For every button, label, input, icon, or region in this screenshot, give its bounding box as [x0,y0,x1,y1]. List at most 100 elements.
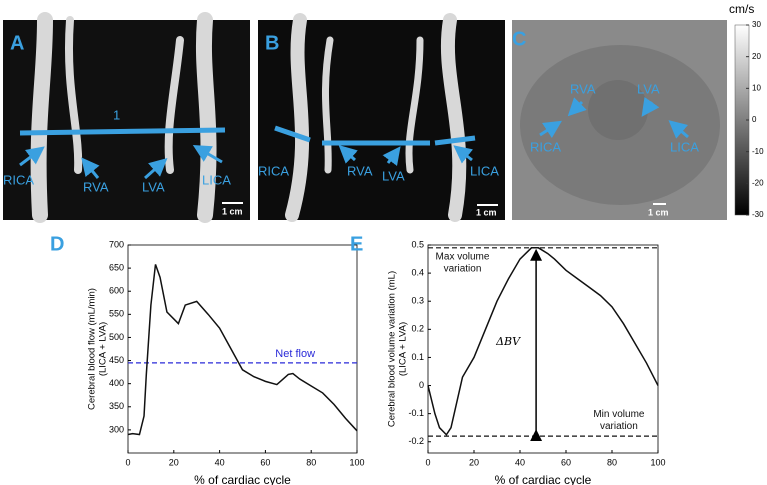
data-line [427,247,659,436]
slice-line [19,127,226,136]
vessel-label: RVA [347,163,373,178]
colorbar-unit: cm/s [729,2,754,16]
arrow [382,146,401,166]
y-axis-label: Cerebral blood volume variation (mL) [387,271,398,427]
arrow [144,158,168,180]
panel-letter: E [350,233,363,255]
arrow [641,97,660,117]
x-tick-label: 80 [306,457,316,467]
vessel-label: LVA [382,168,405,183]
y-tick-label: -0.1 [408,408,424,418]
panel-letter: D [50,233,64,255]
y-tick-label: 300 [109,424,124,434]
x-tick-label: 40 [215,457,225,467]
colorbar-tick-label: 30 [752,20,761,29]
x-tick-label: 40 [515,457,525,467]
y-tick-label: -0.2 [408,436,424,446]
plot-frame [127,244,358,454]
x-tick-label: 20 [169,457,179,467]
y-tick-label: 0.5 [411,239,424,249]
slice-line [274,125,311,143]
x-tick-label: 100 [349,457,364,467]
vessel-label: LICA [202,172,231,187]
panel-c: C RVA LVA RICA LICA 1 cm cm/s [512,2,754,220]
vessel-label: RVA [570,81,596,96]
vessel-label: LVA [142,179,165,194]
arrow [539,120,563,139]
y-tick-label: 650 [109,262,124,272]
line-label: 1 [113,107,120,122]
panel-letter: C [512,28,526,50]
panel-letter: A [10,32,24,54]
panel-b: B RICA RVA LVA LICA 1 cm [258,13,505,222]
vessel [285,13,310,222]
arrow [81,157,100,179]
y-tick-label: 0.1 [411,352,424,362]
vessel [195,12,217,223]
x-tick-label: 20 [469,457,479,467]
anatomy [588,80,648,140]
panel-a: A 1 RICA RVA LVA LICA 1 cm [3,12,250,223]
y-tick-label: 350 [109,401,124,411]
x-tick-label: 80 [607,457,617,467]
reference-label: variation [600,421,638,432]
scale-label: 1 cm [648,207,669,217]
vessel [30,12,53,223]
colorbar-tick-label: -20 [752,178,764,187]
arrow [567,97,587,117]
x-tick-label: 60 [260,457,270,467]
y-tick-label: 0.2 [411,324,424,334]
plot-frame [427,244,659,454]
x-tick-label: 0 [125,457,130,467]
y-tick-label: 0 [419,380,424,390]
vessel-label: LVA [637,81,660,96]
arrow [453,145,473,164]
y-axis-label: Cerebral blood flow (mL/min) [87,288,98,410]
x-axis-label: % of cardiac cycle [495,473,592,485]
y-axis-label: (LICA + LVA) [98,322,109,376]
y-tick-label: 700 [109,239,124,249]
data-line [127,264,358,436]
reference-label: Min volume [593,409,645,420]
arrow [668,120,689,139]
reference-label: variation [444,263,482,274]
x-tick-label: 100 [650,457,665,467]
y-tick-label: 0.3 [411,296,424,306]
x-tick-label: 60 [561,457,571,467]
y-tick-label: 600 [109,286,124,296]
vessel-label: RICA [258,163,289,178]
colorbar-tick-label: -30 [752,210,764,219]
y-tick-label: 550 [109,309,124,319]
colorbar-tick-label: 0 [752,115,757,124]
vessel [164,36,184,174]
vessel [64,16,83,174]
vessel-label: RICA [530,139,561,154]
arrow [338,144,358,164]
vessel-label: RVA [83,179,109,194]
vessel [440,13,467,222]
y-tick-label: 450 [109,355,124,365]
reference-label: Max volume [436,251,490,262]
y-tick-label: 400 [109,378,124,388]
scale-label: 1 cm [476,207,497,217]
colorbar-tick-label: 20 [752,52,761,61]
x-axis-label: % of cardiac cycle [194,473,291,485]
arrow [19,146,45,167]
y-axis-label: (LICA + LVA) [398,322,409,376]
vessel [405,36,424,174]
annotation: ΔBV [495,335,521,348]
colorbar-tick-label: 10 [752,83,761,92]
vessel-label: RICA [3,172,34,187]
reference-label: Net flow [275,348,315,360]
x-tick-label: 0 [425,457,430,467]
colorbar-tick-label: -10 [752,147,764,156]
slice-line [434,135,476,146]
vessel-label: LICA [670,139,699,154]
y-tick-label: 500 [109,332,124,342]
scale-label: 1 cm [222,206,243,216]
vessel-label: LICA [470,163,499,178]
vessel [321,36,334,174]
arrow [192,144,223,164]
panel-letter: B [265,32,279,54]
